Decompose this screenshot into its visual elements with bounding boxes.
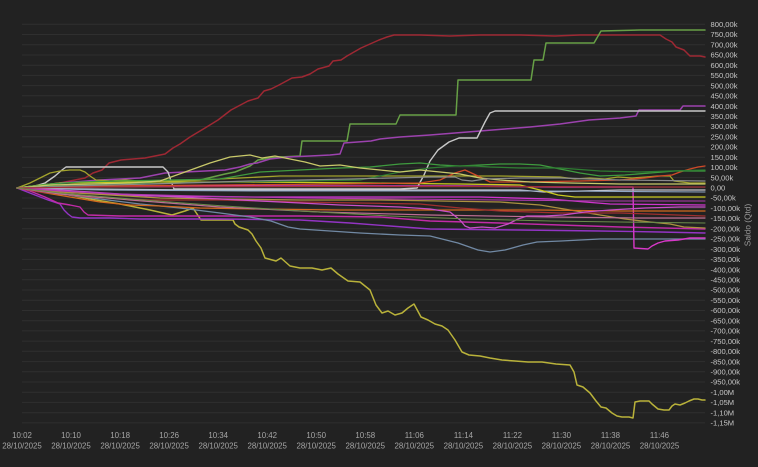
svg-text:28/10/2025: 28/10/2025: [395, 442, 435, 451]
svg-text:650,00k: 650,00k: [711, 51, 738, 60]
svg-text:10:10: 10:10: [61, 431, 81, 440]
svg-text:-350,00k: -350,00k: [711, 255, 741, 264]
svg-text:10:50: 10:50: [306, 431, 326, 440]
svg-text:10:18: 10:18: [110, 431, 130, 440]
svg-text:11:30: 11:30: [552, 431, 572, 440]
svg-text:11:38: 11:38: [601, 431, 621, 440]
svg-text:400,00k: 400,00k: [711, 102, 738, 111]
svg-text:10:02: 10:02: [12, 431, 32, 440]
svg-text:0,00: 0,00: [711, 184, 726, 193]
svg-text:Saldo (Qtd): Saldo (Qtd): [743, 204, 753, 247]
svg-text:28/10/2025: 28/10/2025: [149, 442, 189, 451]
svg-text:28/10/2025: 28/10/2025: [542, 442, 582, 451]
svg-text:-450,00k: -450,00k: [711, 276, 741, 285]
svg-text:-250,00k: -250,00k: [711, 235, 741, 244]
svg-text:-850,00k: -850,00k: [711, 357, 741, 366]
svg-text:-50,00k: -50,00k: [711, 194, 737, 203]
svg-text:28/10/2025: 28/10/2025: [296, 442, 336, 451]
svg-text:250,00k: 250,00k: [711, 132, 738, 141]
svg-text:500,00k: 500,00k: [711, 81, 738, 90]
svg-text:28/10/2025: 28/10/2025: [100, 442, 140, 451]
svg-text:28/10/2025: 28/10/2025: [640, 442, 680, 451]
svg-text:28/10/2025: 28/10/2025: [493, 442, 533, 451]
svg-text:-300,00k: -300,00k: [711, 245, 741, 254]
svg-text:28/10/2025: 28/10/2025: [198, 442, 238, 451]
svg-text:-700,00k: -700,00k: [711, 327, 741, 336]
svg-text:-650,00k: -650,00k: [711, 316, 741, 325]
svg-text:100,00k: 100,00k: [711, 163, 738, 172]
svg-text:-950,00k: -950,00k: [711, 378, 741, 387]
svg-text:28/10/2025: 28/10/2025: [2, 442, 42, 451]
svg-text:-800,00k: -800,00k: [711, 347, 741, 356]
svg-text:-1,10M: -1,10M: [711, 408, 735, 417]
svg-text:-500,00k: -500,00k: [711, 286, 741, 295]
svg-text:10:34: 10:34: [208, 431, 228, 440]
svg-text:-1,05M: -1,05M: [711, 398, 735, 407]
svg-text:200,00k: 200,00k: [711, 143, 738, 152]
svg-text:150,00k: 150,00k: [711, 153, 738, 162]
svg-text:350,00k: 350,00k: [711, 112, 738, 121]
svg-text:10:58: 10:58: [355, 431, 375, 440]
svg-text:28/10/2025: 28/10/2025: [591, 442, 631, 451]
svg-text:28/10/2025: 28/10/2025: [444, 442, 484, 451]
svg-text:28/10/2025: 28/10/2025: [51, 442, 91, 451]
svg-text:-400,00k: -400,00k: [711, 265, 741, 274]
svg-text:-1,00M: -1,00M: [711, 388, 735, 397]
svg-text:-900,00k: -900,00k: [711, 368, 741, 377]
svg-text:-550,00k: -550,00k: [711, 296, 741, 305]
svg-text:300,00k: 300,00k: [711, 122, 738, 131]
svg-text:-1,15M: -1,15M: [711, 419, 735, 428]
svg-text:800,00k: 800,00k: [711, 20, 738, 29]
svg-text:-200,00k: -200,00k: [711, 224, 741, 233]
svg-text:-100,00k: -100,00k: [711, 204, 741, 213]
svg-text:750,00k: 750,00k: [711, 30, 738, 39]
svg-text:-600,00k: -600,00k: [711, 306, 741, 315]
svg-text:11:46: 11:46: [650, 431, 670, 440]
svg-text:450,00k: 450,00k: [711, 92, 738, 101]
svg-text:-150,00k: -150,00k: [711, 214, 741, 223]
svg-text:10:42: 10:42: [257, 431, 277, 440]
svg-text:600,00k: 600,00k: [711, 61, 738, 70]
svg-text:700,00k: 700,00k: [711, 40, 738, 49]
svg-text:50,00k: 50,00k: [711, 173, 734, 182]
svg-text:10:26: 10:26: [159, 431, 179, 440]
svg-text:28/10/2025: 28/10/2025: [346, 442, 386, 451]
svg-text:550,00k: 550,00k: [711, 71, 738, 80]
svg-text:11:06: 11:06: [405, 431, 425, 440]
svg-text:28/10/2025: 28/10/2025: [247, 442, 287, 451]
svg-text:11:22: 11:22: [503, 431, 522, 440]
svg-text:11:14: 11:14: [454, 431, 474, 440]
svg-text:-750,00k: -750,00k: [711, 337, 741, 346]
